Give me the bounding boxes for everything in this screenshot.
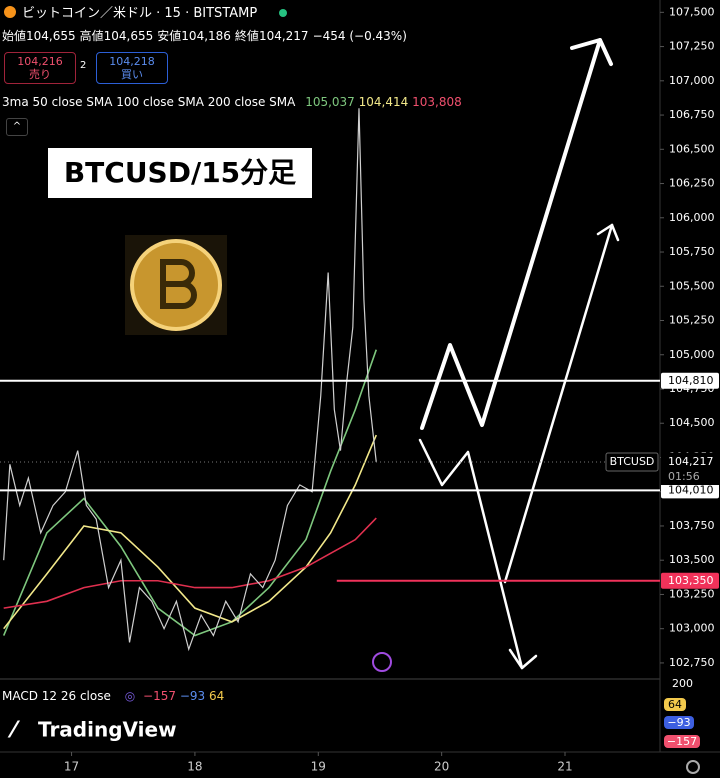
sell-price: 104,216 xyxy=(17,55,63,68)
logo-mark: ⁄ xyxy=(7,718,21,743)
indicator: 3ma 50 close SMA 100 close SMA 200 close… xyxy=(2,95,462,109)
alert-icon[interactable] xyxy=(372,652,392,672)
sma-line xyxy=(3,517,377,609)
arrow-up-2 xyxy=(503,223,614,584)
sma-line xyxy=(3,434,377,630)
y-tick-label: 104,500 xyxy=(669,416,715,429)
arrow-head xyxy=(508,648,538,670)
sma-line xyxy=(2,349,378,637)
buy-button[interactable]: 104,218 買い xyxy=(96,52,168,84)
level-tag xyxy=(661,572,719,589)
price-tag xyxy=(661,452,719,485)
macd-hist: −157 xyxy=(143,689,176,703)
y-tick-label: 107,500 xyxy=(669,5,715,18)
y-tick-label: 102,750 xyxy=(669,656,715,669)
indicator-label: 3ma 50 close SMA 100 close SMA 200 close… xyxy=(2,95,296,109)
ohlc-value: 104,655 xyxy=(26,29,76,43)
x-tick-label: 20 xyxy=(434,760,449,774)
symbol-text: ビットコイン／米ドル · 15 · BITSTAMP xyxy=(22,6,258,21)
arrow-up xyxy=(420,38,602,430)
y-tick-label: 103,250 xyxy=(669,587,715,600)
timer-label: 01:56 xyxy=(668,470,700,483)
annotation-box xyxy=(48,148,312,198)
ohlc-label: 安値 xyxy=(157,29,182,43)
y-tick-label: 106,250 xyxy=(669,177,715,190)
y-tick-label: 105,500 xyxy=(669,279,715,292)
y-tick-label: 106,000 xyxy=(669,211,715,224)
level-tag xyxy=(661,372,719,389)
y-tick-label: 106,500 xyxy=(669,142,715,155)
macd-signal: 64 xyxy=(208,689,225,703)
y-tick-label: 103,000 xyxy=(669,622,715,635)
ohlc-value: 104,655 xyxy=(103,29,154,43)
spread: 2 xyxy=(80,60,87,71)
sma50-value: 105,037 xyxy=(305,95,355,109)
logo: TradingView xyxy=(38,718,177,742)
y-tick-label: 107,000 xyxy=(669,74,715,87)
arrow-head xyxy=(596,223,620,242)
macd-line-tag: −93 xyxy=(664,716,694,729)
macd-line: −93 xyxy=(179,689,206,703)
annotation: BTCUSD/15分足 xyxy=(64,156,296,189)
x-tick-label: 21 xyxy=(557,760,572,774)
ohlc: 始値104,655 高値104,655 安値104,186 終値104,217 −454… xyxy=(2,27,407,44)
y-tick-label: 106,750 xyxy=(669,108,715,121)
ohlc-value: 104,186 xyxy=(181,29,231,43)
x-tick-label: 17 xyxy=(64,760,79,774)
macd-label: MACD 12 26 close xyxy=(2,689,111,703)
macd-legend: MACD 12 26 close ◎ −157 −93 64 xyxy=(2,689,225,703)
ohlc-change: −454 (−0.43%) xyxy=(312,29,407,43)
level-label: 104,810 xyxy=(668,374,714,387)
y-tick-label: 105,250 xyxy=(669,314,715,327)
y-tick-label: 103,500 xyxy=(669,553,715,566)
arrow-head xyxy=(570,38,613,66)
settings-icon[interactable] xyxy=(686,760,700,774)
ohlc-label: 高値 xyxy=(79,29,104,43)
bitcoin-symbol xyxy=(160,259,197,309)
symbol-label: BTCUSD xyxy=(610,455,655,468)
symbol-icon xyxy=(4,6,16,18)
level-label: 104,010 xyxy=(668,483,714,496)
buy-label: 買い xyxy=(121,68,143,81)
macd-signal-tag: 64 xyxy=(664,698,686,711)
y-tick-label: 107,250 xyxy=(669,40,715,53)
macd-axis-top: 200 xyxy=(672,677,693,690)
sma200-value: 103,808 xyxy=(412,95,462,109)
buy-price: 104,218 xyxy=(109,55,155,68)
y-tick-label: 105,000 xyxy=(669,348,715,361)
price-label: 104,217 xyxy=(668,455,714,468)
sell-button[interactable]: 104,216 売り xyxy=(4,52,76,84)
x-tick-label: 19 xyxy=(311,760,326,774)
ohlc-label: 終値 xyxy=(234,29,259,43)
sell-label: 売り xyxy=(29,68,51,81)
symbol: ビットコイン／米ドル · 15 · BITSTAMP xyxy=(4,2,288,21)
ohlc-label: 始値 xyxy=(2,29,27,43)
price-line xyxy=(3,108,377,652)
collapse-button[interactable]: ^ xyxy=(6,118,28,136)
macd-hist-tag: −157 xyxy=(664,735,700,748)
x-tick-label: 18 xyxy=(187,760,202,774)
ohlc-value: 104,217 xyxy=(258,29,309,43)
live-dot xyxy=(279,9,288,17)
level-tag xyxy=(661,482,719,499)
arrows xyxy=(418,38,620,670)
y-tick-label: 105,750 xyxy=(669,245,715,258)
symbol-tag xyxy=(605,452,659,472)
sma100-value: 104,414 xyxy=(358,95,409,109)
arrow-down xyxy=(418,438,524,670)
level-label: 103,350 xyxy=(668,574,714,587)
y-tick-label: 103,750 xyxy=(669,519,715,532)
